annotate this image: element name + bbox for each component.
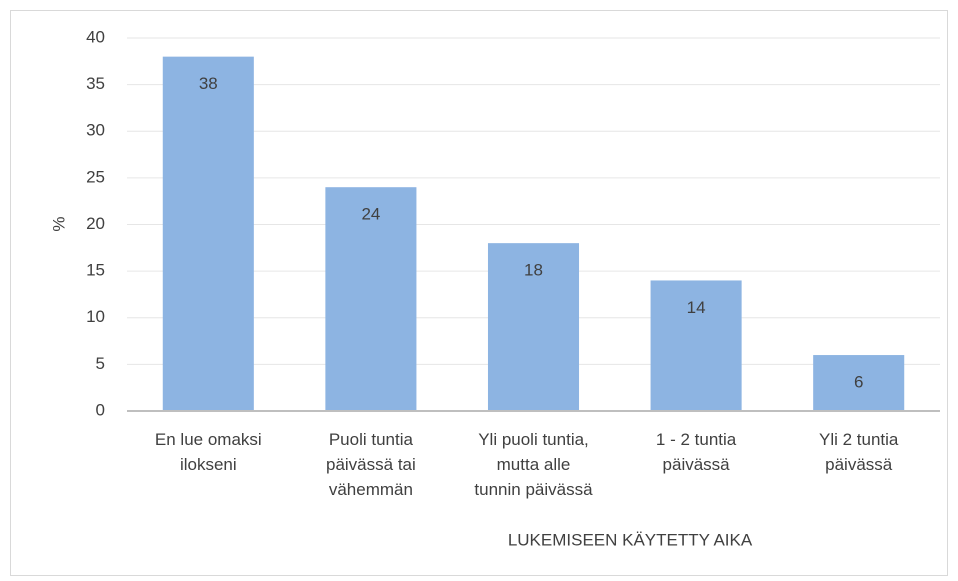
x-axis-title: LUKEMISEEN KÄYTETTY AIKA — [508, 530, 753, 549]
x-tick-label: Yli puoli tuntia, mutta alle tunnin päiväs… — [474, 430, 593, 499]
y-tick-label: 30 — [86, 121, 105, 140]
y-tick-label: 15 — [86, 261, 105, 280]
bar — [650, 280, 742, 411]
x-tick-label: En lue omaksi ilokseni — [155, 430, 262, 474]
y-tick-label: 5 — [96, 354, 105, 373]
bar — [162, 56, 254, 412]
y-axis-title: % — [49, 216, 68, 231]
data-label: 14 — [687, 298, 706, 317]
x-tick-label: Puoli tuntia päivässä tai vähemmän — [326, 430, 416, 499]
y-tick-label: 35 — [86, 74, 105, 93]
data-label: 6 — [854, 373, 863, 392]
x-tick-label: 1 - 2 tuntia päivässä — [656, 430, 737, 474]
y-tick-label: 10 — [86, 307, 105, 326]
data-label: 18 — [524, 261, 543, 280]
y-tick-label: 25 — [86, 167, 105, 186]
y-tick-label: 40 — [86, 27, 105, 46]
data-label: 38 — [199, 74, 218, 93]
bar — [487, 243, 580, 411]
y-tick-label: 0 — [96, 400, 105, 419]
bar — [813, 355, 905, 411]
bar — [325, 187, 417, 411]
x-tick-label: Yli 2 tuntia päivässä — [819, 430, 899, 474]
data-label: 24 — [361, 205, 380, 224]
y-tick-label: 20 — [86, 214, 105, 233]
